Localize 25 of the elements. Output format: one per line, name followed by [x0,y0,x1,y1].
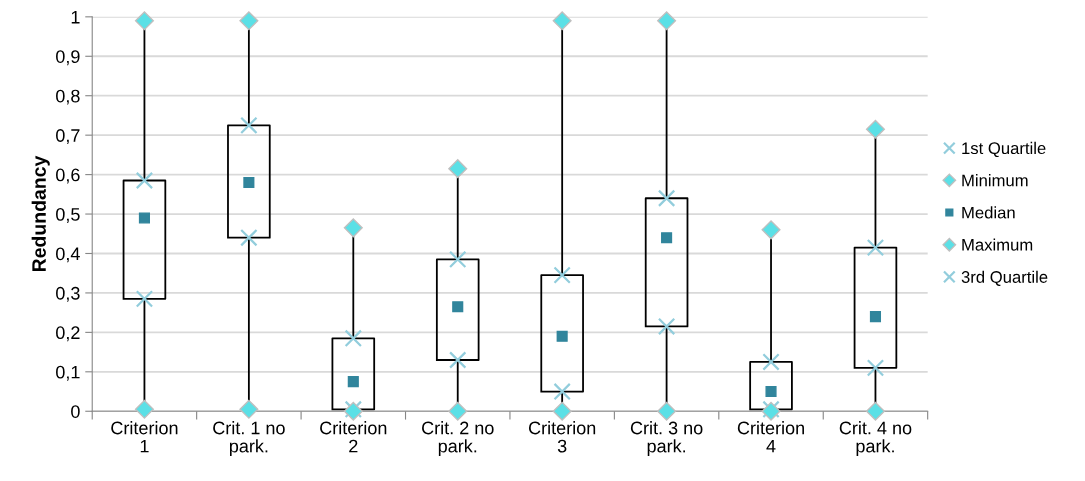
y-tick-label: 0,2 [56,326,80,342]
x-tick-label: Criterion 1 [111,421,178,453]
y-tick-label: 1 [71,10,80,24]
x-tick-label: Crit. 1 no park. [213,421,285,457]
y-axis-title: Redundancy [31,155,50,272]
legend-label: Median [962,206,1015,219]
y-tick-label: 0,9 [56,50,80,66]
y-tick-label: 0,3 [56,286,80,302]
y-tick-label: 0,5 [56,207,80,223]
x-tick-label: Crit. 3 no park. [630,421,703,457]
legend-label: 1st Quartile [962,141,1046,158]
y-tick-label: 0,4 [56,247,80,263]
y-tick-label: 0,6 [56,168,80,184]
x-tick-label: Criterion 3 [528,421,596,453]
legend-label: 3rd Quartile [961,270,1048,286]
y-tick-label: 0,7 [56,129,80,145]
legend-label: Maximum [962,238,1033,251]
x-tick-label: Criterion 4 [737,421,804,453]
y-tick-label: 0 [71,405,80,418]
legend-label: Minimum [962,174,1028,187]
x-tick-label: Criterion 2 [320,421,387,453]
y-tick-label: 0,1 [56,365,80,381]
x-tick-label: Crit. 2 no park. [422,421,494,457]
y-tick-label: 0,8 [56,89,80,105]
x-tick-label: Crit. 4 no park. [839,421,912,457]
